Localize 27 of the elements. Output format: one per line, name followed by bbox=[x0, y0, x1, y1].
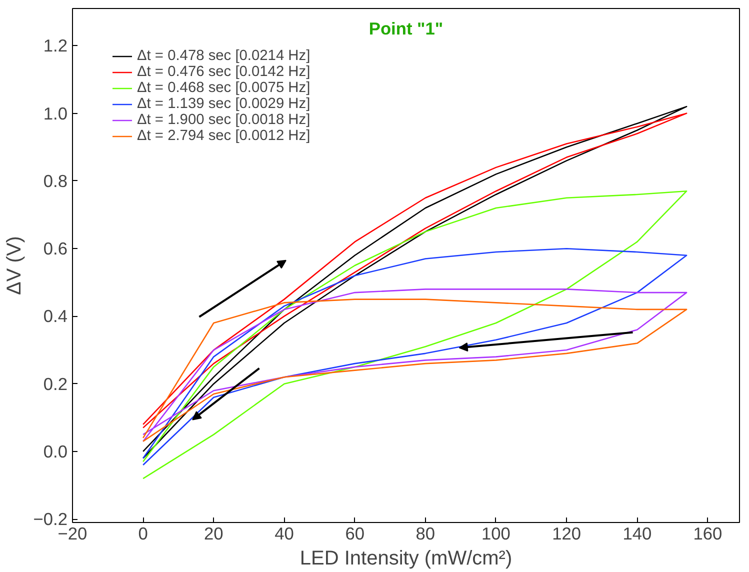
x-tick-label: 100 bbox=[482, 524, 510, 544]
y-axis-title: ΔV (V) bbox=[3, 236, 26, 295]
x-tick-label: 40 bbox=[274, 524, 294, 544]
legend-label: Δt = 2.794 sec [0.0012 Hz] bbox=[137, 128, 310, 144]
legend-label: Δt = 0.468 sec [0.0075 Hz] bbox=[137, 80, 310, 96]
y-tick-label: 0.6 bbox=[43, 238, 68, 259]
text: Point "1" bbox=[368, 18, 444, 38]
x-tick-label: 20 bbox=[204, 524, 224, 544]
y-tick-label: 0.2 bbox=[43, 374, 68, 394]
legend-label: Δt = 0.478 sec [0.0214 Hz] bbox=[137, 48, 310, 64]
x-axis-title: LED Intensity (mW/cm²) bbox=[300, 548, 512, 570]
x-tick-label: 120 bbox=[552, 524, 582, 544]
line-series bbox=[142, 190, 688, 480]
line-series bbox=[142, 248, 688, 466]
legend-label: Δt = 1.139 sec [0.0029 Hz] bbox=[137, 96, 310, 112]
x-tick-label: 0 bbox=[138, 524, 148, 544]
y-tick-label: 0.8 bbox=[43, 170, 68, 191]
legend-label: Δt = 0.476 sec [0.0142 Hz] bbox=[137, 64, 310, 80]
x-tick-label: 160 bbox=[693, 524, 722, 544]
x-tick-label: 140 bbox=[622, 524, 652, 544]
y-tick-label: 1.0 bbox=[43, 103, 68, 124]
y-tick-label: 0.0 bbox=[43, 441, 68, 462]
y-tick-label: 1.2 bbox=[43, 36, 68, 56]
x-tick-label: 60 bbox=[345, 524, 364, 544]
x-tick-label: 80 bbox=[416, 524, 436, 544]
y-tick-label: 0.4 bbox=[43, 306, 68, 326]
legend-label: Δt = 1.900 sec [0.0018 Hz] bbox=[137, 112, 310, 128]
